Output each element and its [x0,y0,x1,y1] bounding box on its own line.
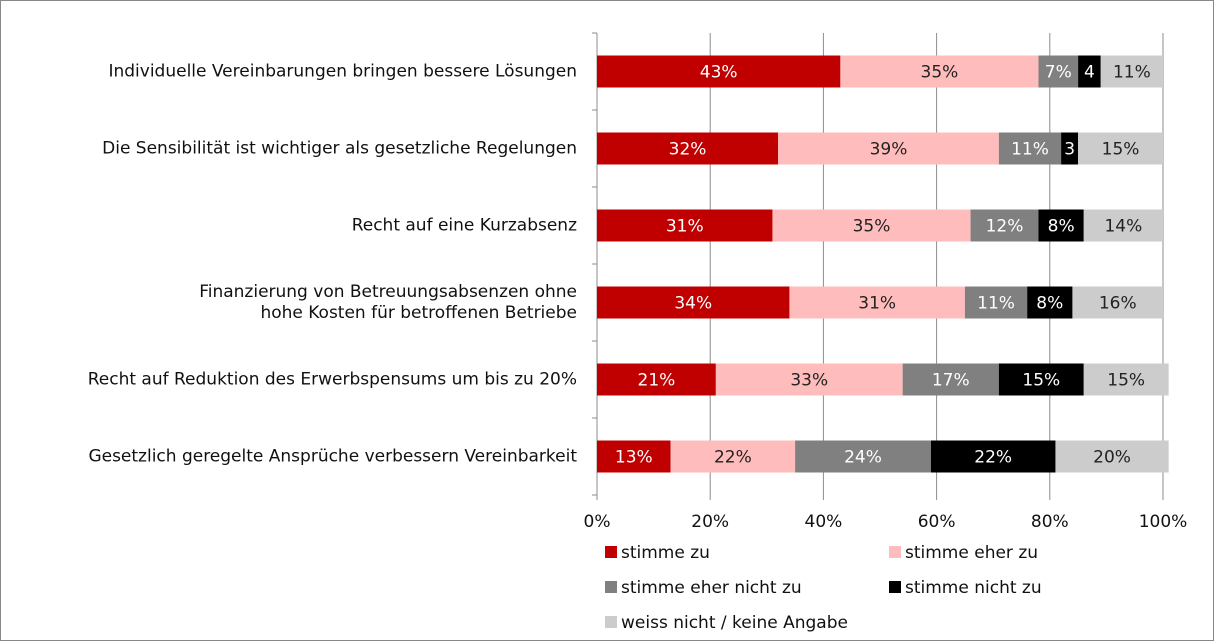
bar-segment [597,440,671,473]
bar-segment [597,363,716,396]
category-label-line: hohe Kosten für betroffenen Betriebe [260,303,577,323]
bar-segment [930,440,1056,473]
value-label: 22% [974,448,1012,468]
legend-label: stimme eher zu [905,543,1038,563]
legend-swatch [889,546,901,558]
category-label: Recht auf Reduktion des Erwerbspensums u… [88,370,577,390]
bar-segment [597,55,841,88]
category-label: Gesetzlich geregelte Ansprüche verbesser… [88,447,577,467]
bar-segment [715,363,903,396]
bar-segment [597,132,779,165]
bar-segment [970,209,1039,242]
value-label: 43% [700,63,738,83]
value-label: 14% [1104,217,1142,237]
bar-segment [1083,363,1169,396]
value-label: 7% [1045,63,1072,83]
bar-segment [772,209,971,242]
x-tick-label: 80% [1031,512,1069,532]
value-label: 13% [615,448,653,468]
bar-segment [1072,286,1163,319]
value-label: 12% [986,217,1024,237]
bar-segment [597,209,773,242]
category-label-line: Finanzierung von Betreuungsabsenzen ohne [199,282,577,302]
value-label: 11% [1113,63,1151,83]
value-label: 4 [1084,63,1095,83]
bar-segment [1038,209,1084,242]
legend-swatch [605,546,617,558]
value-label: 8% [1036,294,1063,314]
value-label: 11% [1011,140,1049,160]
category-label: Finanzierung von Betreuungsabsenzen ohne… [199,282,577,323]
bar-segment [1100,55,1163,88]
value-label: 15% [1102,140,1140,160]
x-tick-label: 40% [805,512,843,532]
bar-segment [1083,209,1163,242]
value-label: 24% [844,448,882,468]
value-label: 21% [638,371,676,391]
bar-segment [998,363,1084,396]
value-label: 20% [1093,448,1131,468]
legend-label: stimme eher nicht zu [621,578,802,598]
value-label: 15% [1107,371,1145,391]
bar-segment [840,55,1039,88]
value-label: 31% [858,294,896,314]
bar-segment [795,440,931,473]
value-label: 31% [666,217,704,237]
bar-segment [1055,440,1169,473]
value-label: 22% [714,448,752,468]
legend-label: stimme nicht zu [905,578,1042,598]
value-label: 32% [669,140,707,160]
value-label: 17% [932,371,970,391]
legend-label: stimme zu [621,543,710,563]
legend-swatch [889,581,901,593]
bar-segment [964,286,1028,319]
bar-segment [1027,286,1073,319]
bar-segment [902,363,999,396]
value-label: 35% [853,217,891,237]
value-label: 35% [921,63,959,83]
x-tick-label: 100% [1139,512,1188,532]
value-label: 8% [1048,217,1075,237]
bar-segment [778,132,999,165]
category-label: Individuelle Vereinbarungen bringen bess… [108,62,577,82]
x-tick-label: 20% [691,512,729,532]
value-label: 39% [870,140,908,160]
value-label: 3 [1064,140,1075,160]
bar-segment [1078,132,1163,165]
legend-swatch [605,581,617,593]
x-tick-label: 60% [918,512,956,532]
bar-segment [670,440,796,473]
value-label: 34% [674,294,712,314]
value-label: 16% [1099,294,1137,314]
value-label: 15% [1022,371,1060,391]
x-tick-label: 0% [584,512,611,532]
value-label: 11% [977,294,1015,314]
legend-swatch [605,616,617,628]
legend-label: weiss nicht / keine Angabe [621,613,848,633]
bar-segment [1078,55,1101,88]
category-label: Recht auf eine Kurzabsenz [352,216,577,236]
bar-segment [789,286,965,319]
bar-segment [1061,132,1079,165]
bar-segment [1038,55,1079,88]
category-label: Die Sensibilität ist wichtiger als geset… [102,139,577,159]
bar-segment [597,286,790,319]
bar-segment [998,132,1062,165]
value-label: 33% [790,371,828,391]
